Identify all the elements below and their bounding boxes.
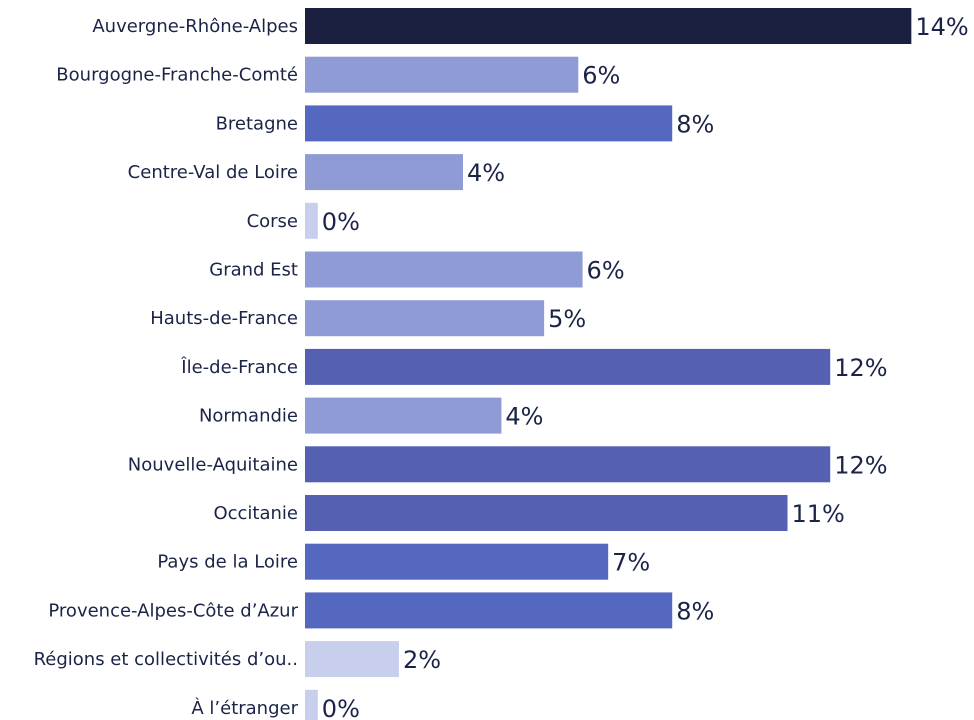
category-label: Occitanie: [213, 503, 298, 524]
bar: [305, 592, 673, 629]
value-label: 0%: [322, 695, 360, 720]
bar: [305, 105, 673, 142]
category-label: Pays de la Loire: [157, 552, 298, 573]
category-label: Hauts-de-France: [150, 308, 298, 329]
bar: [305, 543, 609, 580]
value-label: 12%: [834, 354, 887, 382]
bar: [305, 446, 831, 483]
category-label: Nouvelle-Aquitaine: [128, 454, 298, 475]
value-label: 4%: [467, 159, 505, 187]
category-label: Provence-Alpes-Côte d’Azur: [48, 600, 298, 621]
value-label: 8%: [676, 597, 714, 625]
bar: [305, 251, 583, 288]
category-label: Auvergne-Rhône-Alpes: [92, 16, 298, 37]
bar: [305, 56, 579, 93]
value-label: 14%: [915, 13, 968, 41]
bar: [305, 689, 318, 720]
value-label: 4%: [505, 403, 543, 431]
category-label: Régions et collectivités d’ou..: [34, 649, 298, 670]
value-label: 2%: [403, 646, 441, 674]
bar: [305, 154, 463, 191]
category-label: Île-de-France: [180, 356, 298, 378]
value-label: 7%: [612, 549, 650, 577]
bar: [305, 348, 831, 385]
category-label: Grand Est: [209, 260, 298, 281]
category-label: Centre-Val de Loire: [128, 162, 298, 183]
value-label: 11%: [792, 500, 845, 528]
bar: [305, 202, 318, 239]
category-label: Normandie: [199, 406, 298, 427]
category-label: Bourgogne-Franche-Comté: [56, 65, 298, 86]
value-label: 6%: [582, 62, 620, 90]
category-label: Corse: [247, 211, 298, 232]
value-label: 12%: [834, 451, 887, 479]
bar: [305, 397, 502, 434]
bar: [305, 641, 399, 678]
value-label: 8%: [676, 110, 714, 138]
category-label: Bretagne: [216, 113, 298, 134]
value-label: 5%: [548, 305, 586, 333]
value-label: 0%: [322, 208, 360, 236]
value-label: 6%: [587, 257, 625, 285]
bar: [305, 8, 912, 44]
category-label: À l’étranger: [191, 697, 298, 719]
bar: [305, 495, 788, 531]
bar: [305, 300, 545, 337]
